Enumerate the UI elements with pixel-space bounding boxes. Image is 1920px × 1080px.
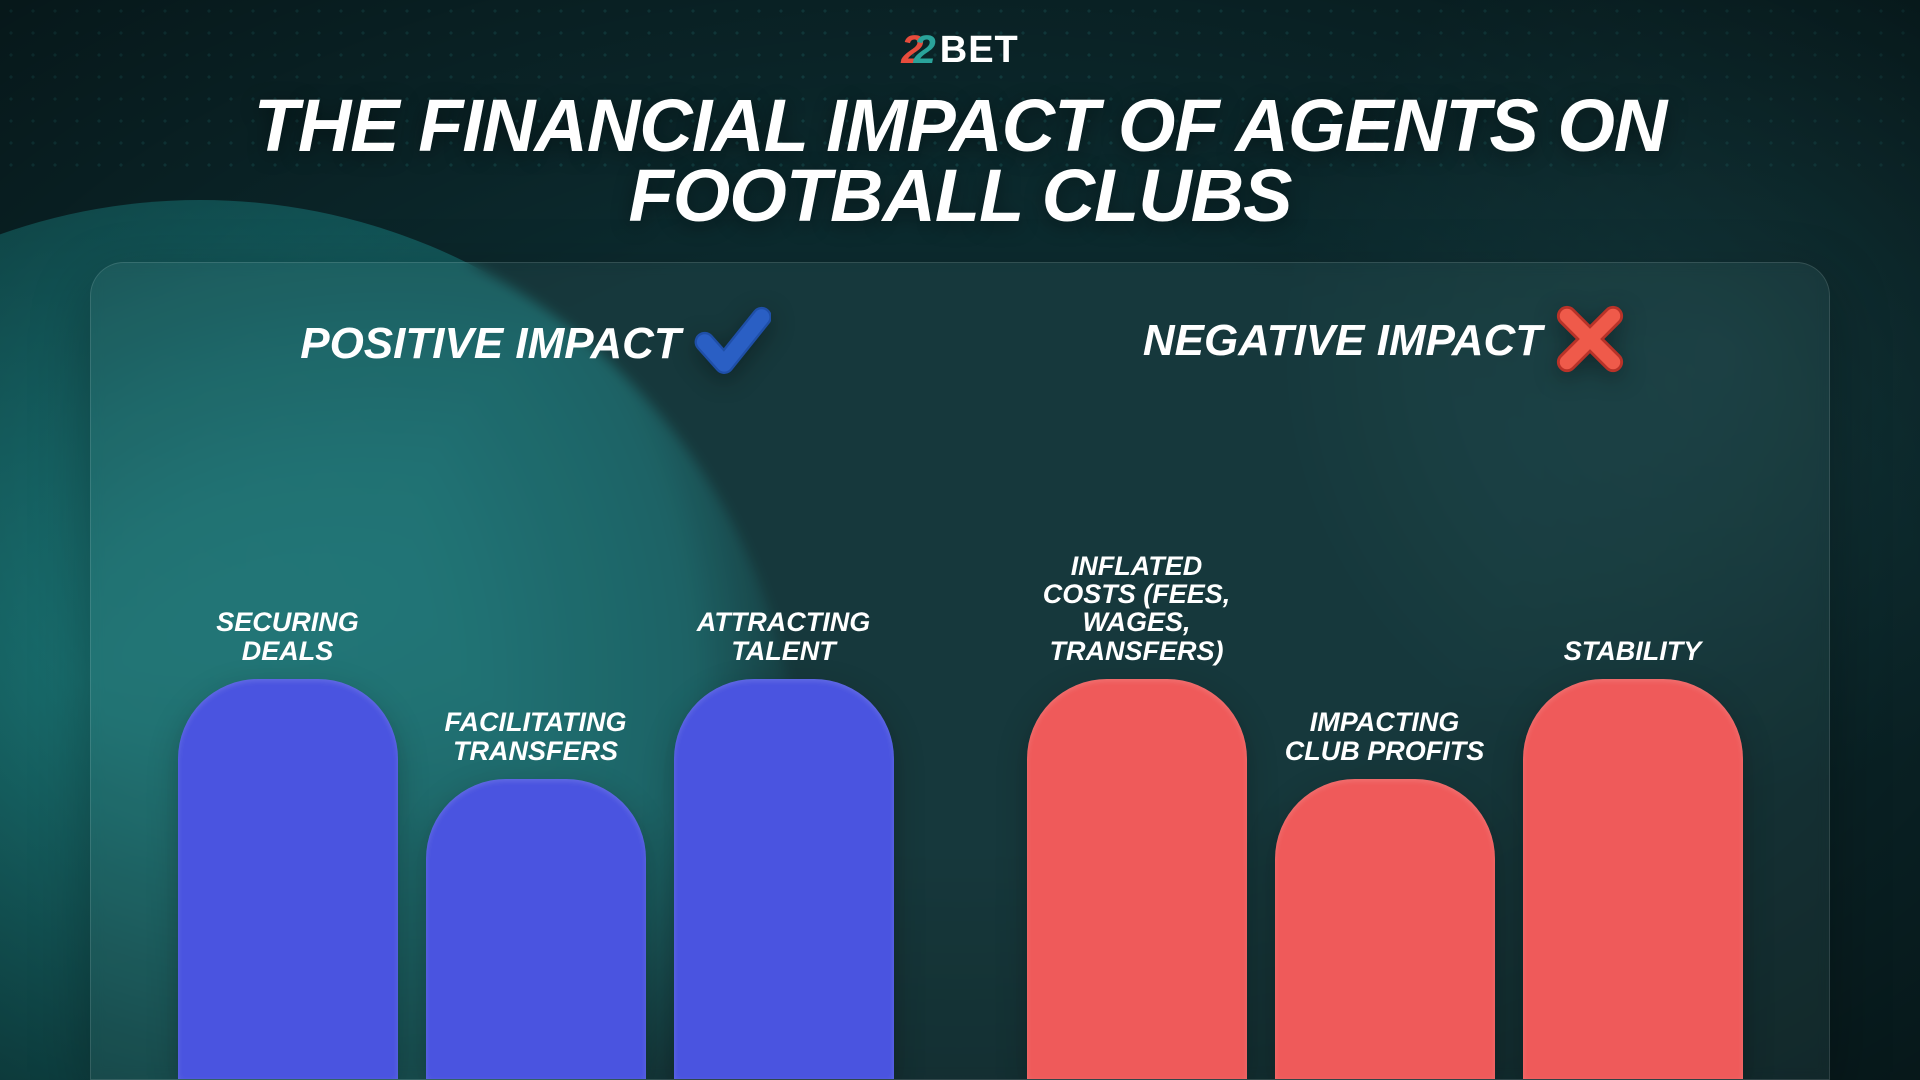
logo-digit-2: 2 xyxy=(914,28,934,72)
negative-bar-label: STABILITY xyxy=(1564,607,1702,665)
positive-bar-label: SECURING DEALS xyxy=(178,607,398,665)
check-icon xyxy=(693,303,771,386)
positive-bar-wrap: ATTRACTING TALENT xyxy=(674,426,894,1079)
positive-header: POSITIVE IMPACT xyxy=(151,303,920,386)
negative-bar-wrap: IMPACTING CLUB PROFITS xyxy=(1275,420,1495,1079)
positive-title: POSITIVE IMPACT xyxy=(300,319,681,369)
negative-bar-wrap: INFLATED COSTS (FEES, WAGES, TRANSFERS) xyxy=(1027,420,1247,1079)
positive-bar xyxy=(674,679,894,1079)
positive-bar xyxy=(426,779,646,1079)
positive-bar-wrap: FACILITATING TRANSFERS xyxy=(426,426,646,1079)
positive-bars: SECURING DEALS FACILITATING TRANSFERS ATTR… xyxy=(151,426,920,1079)
positive-bar-label: FACILITATING TRANSFERS xyxy=(426,707,646,765)
x-icon xyxy=(1554,303,1626,380)
page-title: THE FINANCIAL IMPACT OF AGENTS ON FOOTBA… xyxy=(90,91,1830,232)
logo-bet-text: BET xyxy=(940,29,1019,72)
negative-bar xyxy=(1523,679,1743,1079)
positive-column: POSITIVE IMPACT SECURING DEALS FACILITATI… xyxy=(151,303,920,1079)
negative-bar xyxy=(1027,679,1247,1079)
negative-bar-wrap: STABILITY xyxy=(1523,420,1743,1079)
positive-bar xyxy=(178,679,398,1079)
brand-logo: 22 BET xyxy=(901,28,1019,73)
negative-column: NEGATIVE IMPACT INFLATED COSTS (FEES, WA… xyxy=(1000,303,1769,1079)
content-container: 22 BET THE FINANCIAL IMPACT OF AGENTS ON… xyxy=(0,0,1920,1080)
negative-bar-label: IMPACTING CLUB PROFITS xyxy=(1275,707,1495,765)
negative-header: NEGATIVE IMPACT xyxy=(1000,303,1769,380)
glass-panel: POSITIVE IMPACT SECURING DEALS FACILITATI… xyxy=(90,262,1830,1080)
negative-title: NEGATIVE IMPACT xyxy=(1143,316,1542,366)
logo-22: 22 xyxy=(901,28,934,73)
negative-bar xyxy=(1275,779,1495,1079)
negative-bar-label: INFLATED COSTS (FEES, WAGES, TRANSFERS) xyxy=(1027,552,1247,665)
positive-bar-label: ATTRACTING TALENT xyxy=(674,607,894,665)
negative-bars: INFLATED COSTS (FEES, WAGES, TRANSFERS) I… xyxy=(1000,420,1769,1079)
positive-bar-wrap: SECURING DEALS xyxy=(178,426,398,1079)
